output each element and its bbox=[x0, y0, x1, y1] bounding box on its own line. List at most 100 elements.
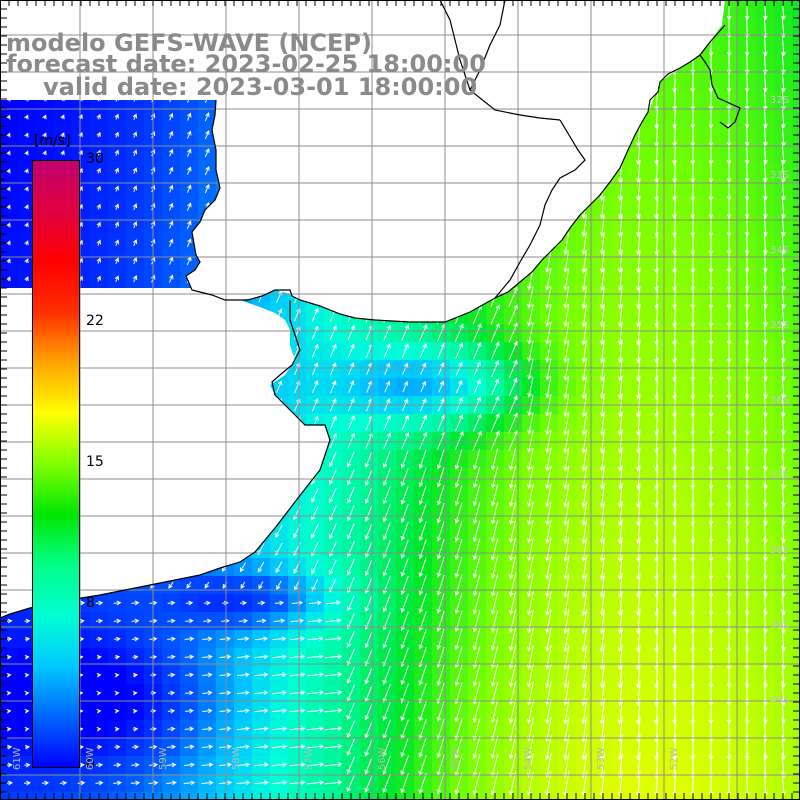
wind-arrow bbox=[744, 52, 750, 75]
wind-arrow bbox=[472, 628, 481, 651]
wind-arrow bbox=[6, 618, 13, 624]
wind-arrow bbox=[490, 448, 499, 471]
wind-arrow bbox=[346, 523, 355, 540]
wind-arrow bbox=[346, 666, 355, 685]
wind-arrow bbox=[401, 414, 409, 431]
wind-arrow bbox=[236, 744, 251, 750]
wind-arrow bbox=[346, 451, 355, 468]
wind-arrow bbox=[472, 664, 481, 687]
wind-arrow bbox=[599, 662, 606, 689]
colorbar-tick-label: 15 bbox=[86, 454, 104, 470]
wind-arrow bbox=[527, 340, 534, 363]
wind-arrow bbox=[545, 734, 552, 761]
colorbar bbox=[32, 160, 80, 768]
wind-arrow bbox=[187, 112, 192, 121]
wind-arrow bbox=[324, 726, 343, 731]
wind-arrow bbox=[563, 609, 570, 634]
wind-arrow bbox=[346, 720, 355, 739]
wind-arrow bbox=[24, 276, 29, 282]
wind-arrow bbox=[290, 618, 305, 624]
wind-arrow bbox=[204, 600, 211, 606]
wind-arrow bbox=[527, 447, 534, 472]
wind-arrow bbox=[114, 672, 120, 678]
wind-arrow bbox=[508, 627, 517, 652]
wind-arrow bbox=[581, 339, 588, 364]
wind-arrow bbox=[472, 574, 481, 597]
wind-arrow bbox=[527, 483, 534, 508]
wind-arrow bbox=[24, 744, 31, 750]
wind-arrow bbox=[291, 600, 304, 606]
wind-arrow bbox=[400, 485, 409, 505]
wind-arrow bbox=[131, 636, 140, 642]
wind-arrow bbox=[436, 574, 445, 596]
wind-arrow bbox=[563, 698, 570, 725]
wind-arrow bbox=[274, 600, 285, 606]
wind-arrow bbox=[490, 574, 499, 597]
wind-arrow bbox=[131, 600, 140, 606]
wind-arrow bbox=[306, 726, 325, 731]
wind-arrow bbox=[186, 238, 192, 248]
wind-arrow bbox=[306, 780, 325, 785]
wind-arrow bbox=[599, 501, 605, 526]
wind-arrow bbox=[418, 665, 427, 686]
wind-arrow bbox=[24, 132, 29, 138]
wind-arrow bbox=[346, 541, 355, 558]
wind-arrow bbox=[202, 672, 213, 678]
wind-arrow bbox=[272, 654, 287, 659]
wind-arrow bbox=[382, 755, 391, 776]
wind-arrow bbox=[132, 131, 138, 138]
wind-arrow bbox=[744, 34, 750, 57]
wind-arrow bbox=[324, 744, 343, 749]
wind-arrow bbox=[6, 240, 11, 246]
wind-arrow bbox=[114, 185, 119, 192]
wind-arrow bbox=[436, 610, 445, 632]
wind-arrow bbox=[599, 429, 605, 454]
wind-arrow bbox=[24, 168, 29, 174]
wind-arrow bbox=[186, 202, 192, 211]
wind-arrow bbox=[169, 220, 174, 229]
wind-arrow bbox=[599, 195, 605, 220]
wind-arrow bbox=[599, 716, 606, 743]
longitude-label: 59W bbox=[158, 747, 169, 770]
wind-arrow bbox=[236, 780, 251, 786]
wind-arrow bbox=[545, 429, 552, 454]
wind-arrow bbox=[508, 609, 517, 634]
wind-arrow bbox=[617, 716, 623, 743]
wind-arrow bbox=[473, 379, 481, 395]
wind-arrow bbox=[545, 699, 552, 724]
wind-arrow bbox=[599, 321, 605, 346]
wind-arrow bbox=[526, 591, 534, 616]
wind-arrow bbox=[508, 663, 517, 688]
wind-arrow bbox=[96, 167, 101, 174]
wind-arrow bbox=[563, 321, 570, 346]
wind-arrow bbox=[508, 735, 517, 760]
wind-arrow bbox=[325, 618, 342, 623]
wind-arrow bbox=[472, 753, 481, 777]
wind-arrow bbox=[454, 484, 463, 507]
wind-arrow bbox=[563, 591, 570, 616]
wind-arrow bbox=[6, 222, 11, 228]
wind-arrow bbox=[275, 524, 283, 538]
wind-arrow bbox=[114, 275, 120, 282]
wind-arrow bbox=[545, 411, 552, 435]
latitude-label: 35S bbox=[770, 320, 790, 331]
wind-arrow bbox=[185, 600, 194, 606]
wind-arrow bbox=[384, 380, 391, 393]
wind-arrow bbox=[346, 756, 355, 775]
wind-arrow bbox=[418, 503, 427, 524]
wind-arrow bbox=[186, 184, 192, 193]
wind-arrow bbox=[472, 484, 481, 507]
wind-arrow bbox=[490, 502, 499, 525]
wind-arrow bbox=[382, 540, 391, 559]
wind-arrow bbox=[617, 285, 623, 310]
wind-arrow bbox=[346, 469, 355, 486]
wind-arrow bbox=[114, 636, 121, 642]
wind-arrow bbox=[436, 700, 445, 723]
wind-arrow bbox=[24, 726, 30, 732]
wind-arrow bbox=[167, 708, 176, 714]
wind-arrow bbox=[169, 238, 174, 247]
wind-arrow bbox=[187, 148, 192, 157]
wind-arrow bbox=[328, 469, 337, 486]
wind-arrow bbox=[96, 149, 101, 156]
wind-arrow bbox=[527, 286, 534, 309]
